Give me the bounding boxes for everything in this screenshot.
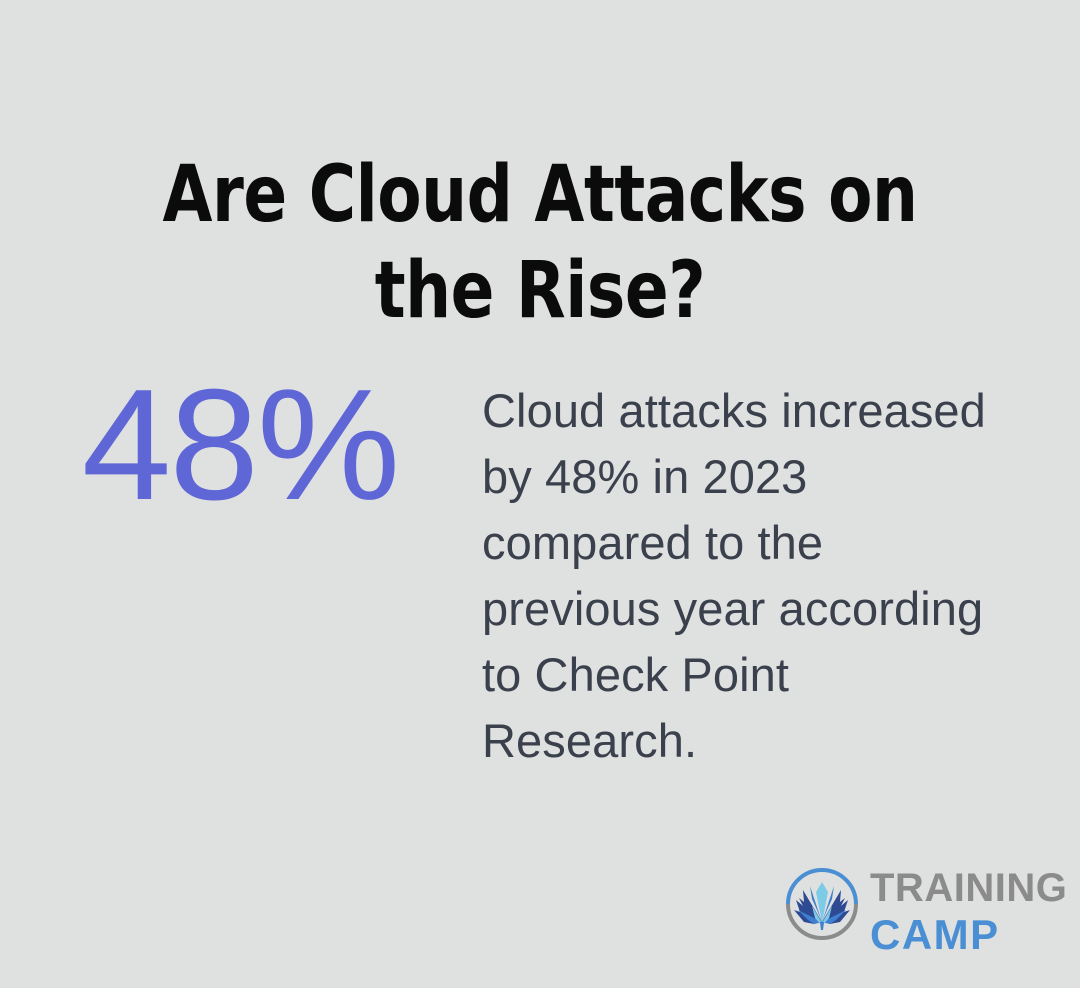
page-title: Are Cloud Attacks on the Rise? [162,150,918,337]
logo-text-camp: CAMP [870,911,1000,958]
brand-logo: TRAINING CAMP [784,862,1068,958]
logo-wordmark: TRAINING CAMP [870,862,1068,958]
stat-description: Cloud attacks increased by 48% in 2023 c… [482,384,986,767]
lotus-emblem-icon [784,866,860,942]
stat-value: 48% [81,357,400,533]
logo-text-training: TRAINING [870,866,1068,910]
stat-block: 48% Cloud attacks increased by 48% in 20… [0,366,1080,786]
